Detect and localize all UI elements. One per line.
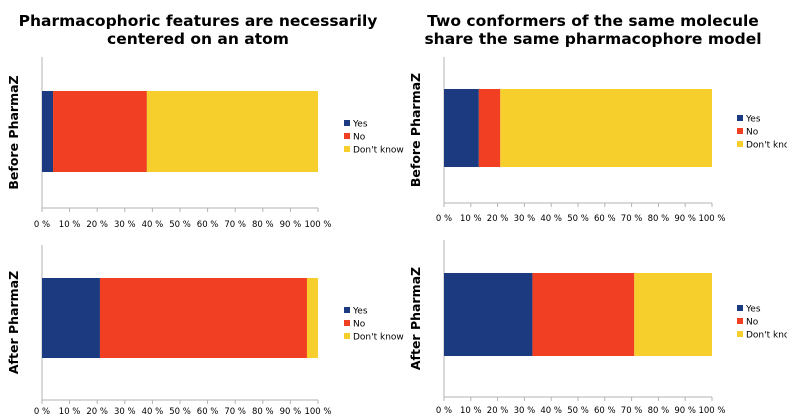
- bar-segment-yes: [42, 278, 100, 358]
- x-tick-label: 90 %: [280, 220, 302, 230]
- y-axis-label: Before PharmaZ: [408, 73, 423, 187]
- legend-label: Don't know: [353, 146, 404, 156]
- x-tick-label: 100 %: [304, 407, 331, 414]
- x-tick-label: 40 %: [540, 406, 562, 414]
- x-tick-label: 90 %: [674, 214, 696, 224]
- bar-segment-no: [99, 278, 307, 358]
- x-tick-label: 70 %: [224, 220, 246, 230]
- legend-swatch: [737, 141, 743, 147]
- legend-swatch: [344, 120, 350, 126]
- legend-swatch: [737, 305, 743, 311]
- x-tick-label: 20 %: [86, 220, 108, 230]
- x-tick-label: 50 %: [169, 407, 191, 414]
- legend-swatch: [344, 307, 350, 313]
- legend-swatch: [737, 128, 743, 134]
- bar-segment-yes: [42, 91, 54, 172]
- chart-0: 0 % 10 % 20 % 30 % 40 % 50 % 60 % 70 % 80 % 90 % 1…: [6, 57, 404, 230]
- y-axis-label: Before PharmaZ: [6, 75, 21, 189]
- x-tick-label: 30 %: [514, 214, 536, 224]
- chart-title-left: Pharmacophoric features are necessarily …: [18, 12, 378, 48]
- x-tick-label: 10 %: [59, 407, 81, 414]
- bar-segment-don-t-know: [500, 89, 712, 167]
- x-tick-label: 40 %: [142, 407, 164, 414]
- x-tick-label: 0 %: [34, 220, 50, 230]
- chart-3: 0 % 10 % 20 % 30 % 40 % 50 % 60 % 70 % 80 % 90 % 1…: [408, 240, 787, 414]
- x-tick-label: 50 %: [567, 406, 589, 414]
- x-tick-label: 60 %: [197, 220, 219, 230]
- x-tick-label: 60 %: [594, 214, 616, 224]
- legend-label: No: [353, 320, 366, 330]
- x-tick-label: 60 %: [197, 407, 219, 414]
- legend-swatch: [344, 146, 350, 152]
- bar-segment-don-t-know: [634, 273, 712, 356]
- legend-label: Yes: [352, 120, 368, 130]
- bar-segment-no: [53, 91, 147, 172]
- x-tick-label: 40 %: [142, 220, 164, 230]
- x-tick-label: 20 %: [86, 407, 108, 414]
- x-tick-label: 80 %: [648, 214, 670, 224]
- legend-label: No: [746, 128, 759, 138]
- x-tick-label: 30 %: [514, 406, 536, 414]
- legend-label: Yes: [352, 307, 368, 317]
- chart-1: 0 % 10 % 20 % 30 % 40 % 50 % 60 % 70 % 80 % 90 % 1…: [6, 245, 404, 414]
- x-tick-label: 80 %: [252, 220, 274, 230]
- y-axis-label: After PharmaZ: [6, 271, 21, 374]
- x-tick-label: 0 %: [34, 407, 50, 414]
- x-tick-label: 60 %: [594, 406, 616, 414]
- legend-swatch: [344, 133, 350, 139]
- legend-swatch: [737, 115, 743, 121]
- chart-title-right: Two conformers of the same molecule shar…: [424, 12, 762, 48]
- x-tick-label: 40 %: [540, 214, 562, 224]
- x-tick-label: 100 %: [698, 406, 725, 414]
- x-tick-label: 10 %: [59, 220, 81, 230]
- legend-label: No: [746, 318, 759, 328]
- x-tick-label: 0 %: [436, 406, 452, 414]
- x-tick-label: 80 %: [648, 406, 670, 414]
- legend-label: Don't know: [353, 333, 404, 343]
- x-tick-label: 0 %: [436, 214, 452, 224]
- x-tick-label: 70 %: [621, 406, 643, 414]
- x-tick-label: 90 %: [674, 406, 696, 414]
- legend-swatch: [737, 331, 743, 337]
- chart-2: 0 % 10 % 20 % 30 % 40 % 50 % 60 % 70 % 80 % 90 % 1…: [408, 57, 787, 224]
- x-tick-label: 30 %: [114, 407, 136, 414]
- x-tick-label: 20 %: [487, 406, 509, 414]
- legend-label: Don't know: [746, 141, 787, 151]
- x-tick-label: 50 %: [169, 220, 191, 230]
- legend-swatch: [737, 318, 743, 324]
- legend-label: No: [353, 133, 366, 143]
- x-tick-label: 30 %: [114, 220, 136, 230]
- x-tick-label: 10 %: [460, 214, 482, 224]
- x-tick-label: 90 %: [280, 407, 302, 414]
- y-axis-label: After PharmaZ: [408, 267, 423, 370]
- legend-label: Yes: [745, 305, 761, 315]
- bar-segment-yes: [444, 273, 533, 356]
- x-tick-label: 20 %: [487, 214, 509, 224]
- x-tick-label: 100 %: [698, 214, 725, 224]
- x-tick-label: 10 %: [460, 406, 482, 414]
- x-tick-label: 50 %: [567, 214, 589, 224]
- bar-segment-no: [532, 273, 635, 356]
- legend-label: Yes: [745, 115, 761, 125]
- legend-label: Don't know: [746, 331, 787, 341]
- bar-segment-yes: [444, 89, 479, 167]
- x-tick-label: 100 %: [304, 220, 331, 230]
- bar-segment-no: [478, 89, 501, 167]
- x-tick-label: 80 %: [252, 407, 274, 414]
- x-tick-label: 70 %: [621, 214, 643, 224]
- legend-swatch: [344, 320, 350, 326]
- x-tick-label: 70 %: [224, 407, 246, 414]
- legend-swatch: [344, 333, 350, 339]
- bar-segment-don-t-know: [146, 91, 318, 172]
- bar-segment-don-t-know: [306, 278, 318, 358]
